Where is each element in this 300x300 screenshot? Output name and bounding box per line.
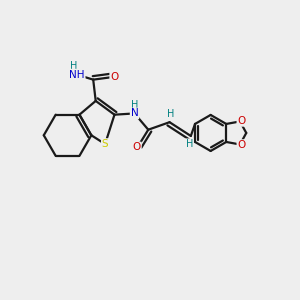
Text: O: O bbox=[237, 140, 246, 150]
Text: H: H bbox=[70, 61, 77, 71]
Text: N: N bbox=[130, 108, 138, 118]
Text: O: O bbox=[110, 72, 118, 82]
Text: NH: NH bbox=[69, 70, 85, 80]
Text: H: H bbox=[167, 109, 175, 119]
Text: O: O bbox=[133, 142, 141, 152]
Text: O: O bbox=[237, 116, 246, 126]
Text: H: H bbox=[186, 139, 193, 149]
Text: S: S bbox=[102, 139, 108, 149]
Text: H: H bbox=[131, 100, 138, 110]
